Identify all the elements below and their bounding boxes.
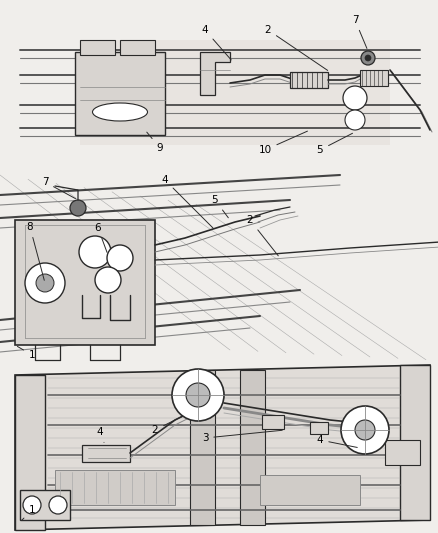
Text: 5: 5 — [211, 195, 228, 218]
Bar — [261, 415, 283, 429]
Polygon shape — [80, 40, 115, 55]
Polygon shape — [190, 370, 215, 525]
Bar — [309, 422, 327, 434]
Polygon shape — [200, 52, 230, 95]
Circle shape — [107, 245, 133, 271]
Circle shape — [360, 51, 374, 65]
Text: 4: 4 — [96, 427, 104, 442]
Text: 7: 7 — [42, 177, 75, 199]
Text: 5: 5 — [316, 133, 352, 155]
Circle shape — [25, 263, 65, 303]
Ellipse shape — [92, 103, 147, 121]
Text: 2: 2 — [264, 25, 327, 70]
Text: 4: 4 — [161, 175, 212, 228]
Text: 1: 1 — [18, 346, 35, 360]
Text: 7: 7 — [351, 15, 366, 49]
Text: 2: 2 — [246, 215, 278, 256]
Bar — [290, 72, 327, 88]
Polygon shape — [15, 220, 155, 345]
Text: 8: 8 — [27, 222, 44, 280]
Circle shape — [354, 420, 374, 440]
Polygon shape — [15, 375, 45, 530]
Circle shape — [95, 267, 121, 293]
Polygon shape — [399, 365, 429, 520]
Polygon shape — [384, 440, 419, 465]
Circle shape — [49, 496, 67, 514]
Bar — [55, 470, 175, 505]
Bar — [259, 475, 359, 505]
Circle shape — [172, 369, 223, 421]
Text: 2: 2 — [152, 416, 182, 435]
Polygon shape — [15, 365, 429, 530]
Circle shape — [186, 383, 209, 407]
Text: 10: 10 — [258, 131, 307, 155]
Polygon shape — [120, 40, 155, 55]
Text: 6: 6 — [95, 223, 107, 253]
Text: 3: 3 — [201, 430, 282, 443]
Circle shape — [342, 86, 366, 110]
Polygon shape — [240, 370, 265, 525]
Circle shape — [70, 200, 86, 216]
Circle shape — [340, 406, 388, 454]
Circle shape — [344, 110, 364, 130]
Text: 4: 4 — [316, 435, 357, 448]
Polygon shape — [80, 40, 389, 145]
Text: 9: 9 — [146, 132, 163, 153]
Bar — [359, 70, 387, 86]
Polygon shape — [75, 52, 165, 135]
Polygon shape — [82, 445, 130, 462]
Text: 4: 4 — [201, 25, 231, 60]
Circle shape — [23, 496, 41, 514]
Polygon shape — [20, 490, 70, 520]
Circle shape — [36, 274, 54, 292]
Text: 1: 1 — [22, 505, 35, 520]
Circle shape — [364, 55, 370, 61]
Circle shape — [79, 236, 111, 268]
